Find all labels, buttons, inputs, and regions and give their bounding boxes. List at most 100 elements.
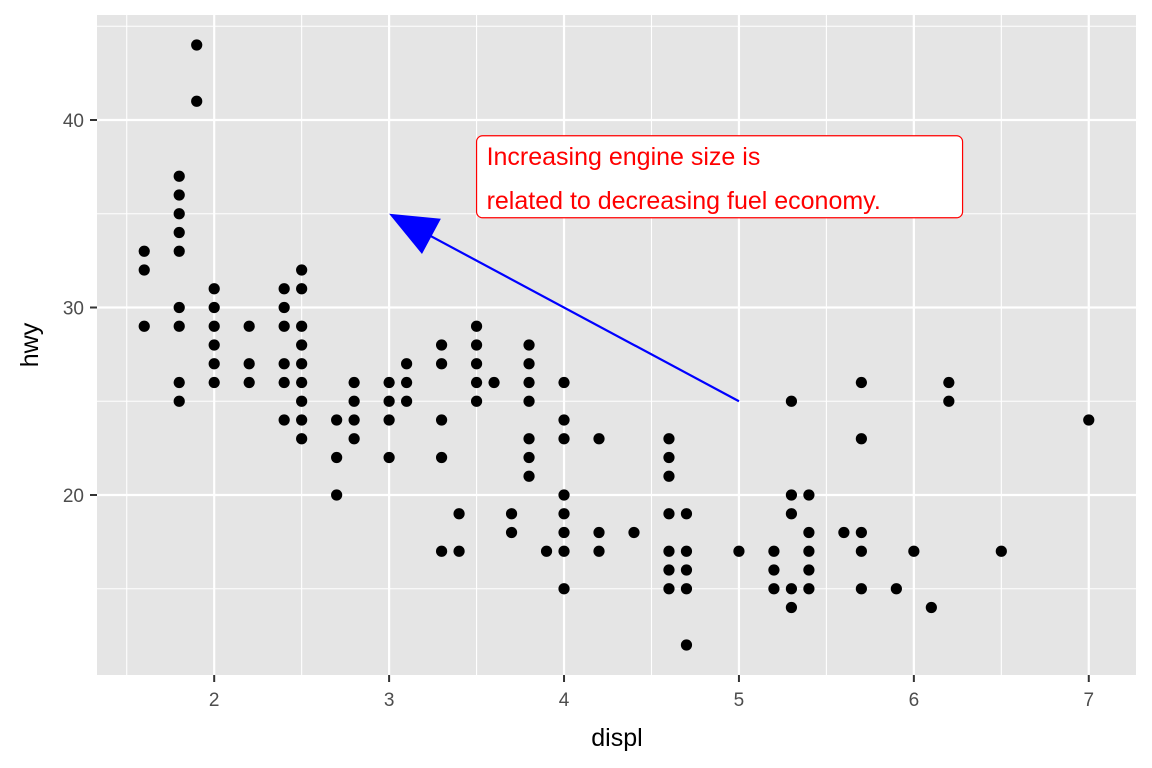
data-point: [208, 301, 220, 314]
data-point: [383, 414, 395, 426]
y-axis-title: hwy: [16, 322, 44, 367]
data-point: [768, 583, 780, 595]
data-point: [191, 39, 203, 51]
data-point: [296, 358, 308, 370]
data-point: [173, 301, 185, 314]
data-point: [296, 283, 308, 295]
data-point: [191, 95, 203, 107]
data-point: [348, 395, 360, 407]
data-point: [558, 583, 570, 595]
data-point: [628, 526, 640, 539]
data-point: [348, 414, 360, 426]
annotation-label-line-2: related to decreasing fuel economy.: [487, 187, 881, 215]
data-point: [558, 376, 570, 389]
x-axis: 2 3 4 5 6 7: [209, 675, 1094, 711]
data-point: [733, 545, 745, 557]
data-point: [348, 433, 360, 445]
data-point: [663, 470, 675, 482]
data-point: [855, 376, 867, 389]
y-tick-label: 20: [63, 486, 84, 507]
data-point: [523, 358, 535, 370]
data-point: [296, 339, 308, 351]
data-point: [558, 433, 570, 445]
data-point: [523, 376, 535, 389]
data-point: [331, 451, 343, 464]
data-point: [663, 508, 675, 520]
data-point: [558, 545, 570, 557]
data-point: [383, 395, 395, 407]
data-point: [488, 376, 500, 389]
x-tick-label: 5: [734, 690, 745, 711]
data-point: [925, 601, 937, 614]
annotation-arrow-head: [389, 213, 441, 255]
data-point: [383, 376, 395, 389]
data-point: [470, 395, 483, 407]
annotation-label-line-1: Increasing engine size is: [487, 143, 761, 171]
data-point: [680, 564, 693, 576]
data-point: [383, 451, 395, 464]
data-point: [435, 451, 448, 464]
data-point: [435, 414, 448, 426]
data-point: [138, 264, 150, 276]
data-point: [680, 583, 693, 595]
data-point: [890, 583, 902, 595]
x-tick-label: 2: [209, 690, 220, 711]
data-point: [523, 339, 535, 351]
data-point: [855, 526, 867, 539]
data-point: [278, 301, 290, 314]
data-point: [296, 433, 308, 445]
data-point: [208, 339, 220, 351]
panel-background: [97, 15, 1136, 675]
data-point: [243, 358, 255, 370]
data-point: [138, 245, 150, 257]
data-point: [401, 358, 413, 370]
data-point: [680, 545, 693, 557]
data-point: [505, 508, 518, 520]
data-point: [680, 508, 693, 520]
data-point: [208, 320, 220, 332]
data-point: [296, 395, 308, 407]
data-point: [435, 545, 448, 557]
annotation-label-box: [475, 135, 964, 219]
data-point: [663, 583, 675, 595]
data-point: [558, 489, 570, 501]
data-point: [558, 508, 570, 520]
data-point: [453, 508, 465, 520]
data-point: [663, 451, 675, 464]
data-point: [173, 189, 185, 201]
data-point: [208, 376, 220, 389]
data-point: [401, 376, 413, 389]
data-point: [558, 526, 570, 539]
data-point: [278, 414, 290, 426]
data-point: [138, 320, 150, 332]
data-point: [173, 320, 185, 332]
data-point: [453, 545, 465, 557]
data-point: [348, 376, 360, 389]
data-point: [768, 545, 780, 557]
data-point: [785, 489, 798, 501]
data-point: [173, 376, 185, 389]
data-point: [855, 583, 867, 595]
data-point: [470, 339, 483, 351]
data-point: [331, 489, 343, 501]
y-axis: 20 30 40: [63, 111, 97, 507]
data-point: [943, 376, 955, 389]
data-point: [173, 170, 185, 182]
data-point: [785, 583, 798, 595]
data-point: [785, 395, 798, 407]
data-point: [768, 564, 780, 576]
data-point: [296, 320, 308, 332]
data-point: [435, 358, 448, 370]
data-point: [278, 320, 290, 332]
data-point: [540, 545, 553, 557]
data-point: [943, 395, 955, 407]
data-point: [995, 545, 1007, 557]
data-point: [470, 320, 483, 332]
data-point: [593, 545, 605, 557]
data-point: [593, 433, 605, 445]
major-gridlines: [97, 15, 1136, 675]
data-point: [803, 489, 815, 501]
annotation-arrow-shaft: [406, 222, 740, 403]
data-point: [278, 358, 290, 370]
